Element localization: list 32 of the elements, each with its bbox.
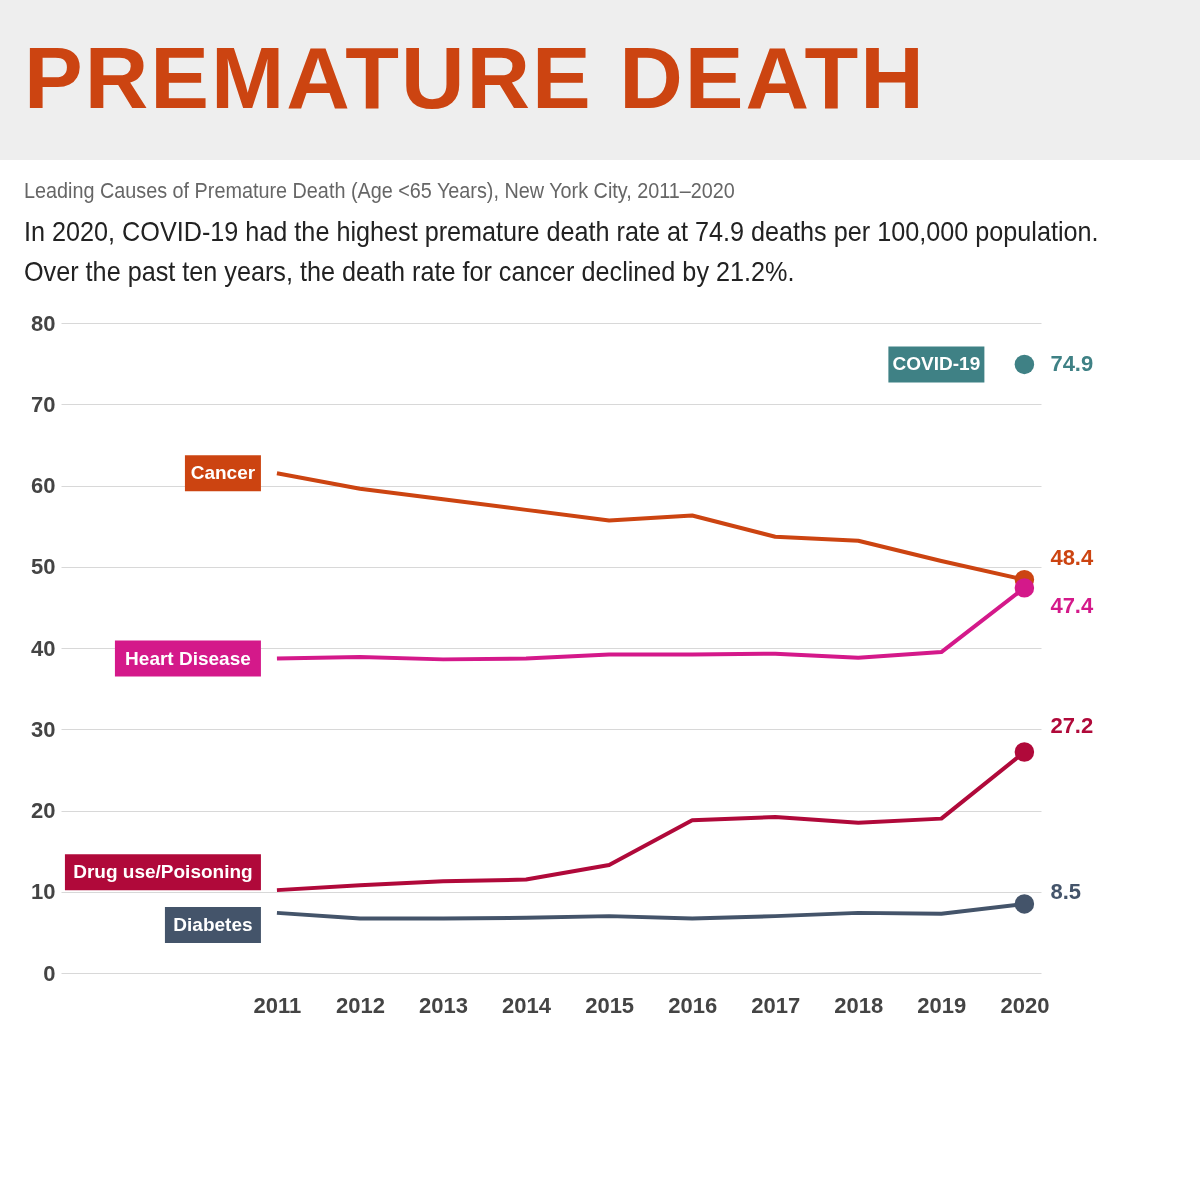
x-tick-label: 2018 [834,992,884,1018]
chart-subtitle: Leading Causes of Premature Death (Age <65 Years), New York City, 2011–2020 [24,178,736,204]
text: In 2020, COVID-19 had the highest premature death rate at 74.9 deaths per 100,000 population. Over the past ten years, the death rate for cancer declined by 21.2%. [24,215,1100,289]
x-tick-label: 2016 [668,992,718,1018]
data-label: 47.4 [1050,592,1094,618]
data-label: 27.2 [1050,713,1094,738]
series-label: Heart Disease [125,647,251,669]
y-tick-label: 80 [31,310,56,336]
x-tick-label: 2015 [585,992,635,1018]
x-tick-label: 2017 [751,992,801,1018]
data-label: 8.5 [1050,878,1081,904]
y-tick-label: 0 [43,960,56,986]
y-tick-label: 60 [31,473,56,498]
x-tick-label: 2013 [419,992,469,1018]
series-label: COVID-19 [892,353,981,375]
x-tick-label: 2011 [253,992,302,1018]
x-tick-label: 2020 [1000,992,1050,1018]
data-label: 74.9 [1050,351,1094,377]
y-tick-label: 10 [31,879,56,905]
y-tick-label: 70 [31,391,56,417]
series-label: Cancer [190,462,256,484]
data-label: 48.4 [1050,544,1094,570]
x-tick-label: 2012 [336,992,385,1018]
x-tick-label: 2019 [917,992,967,1018]
chart-title: PREMATURE DEATH [24,27,927,129]
series-label: Drug use/Poisoning [73,861,253,883]
y-tick-label: 50 [31,554,56,580]
x-tick-label: 2014 [502,992,552,1018]
series-label: Diabetes [173,913,253,935]
y-tick-label: 20 [31,798,56,823]
y-tick-label: 30 [31,716,56,742]
y-tick-label: 40 [31,635,56,661]
